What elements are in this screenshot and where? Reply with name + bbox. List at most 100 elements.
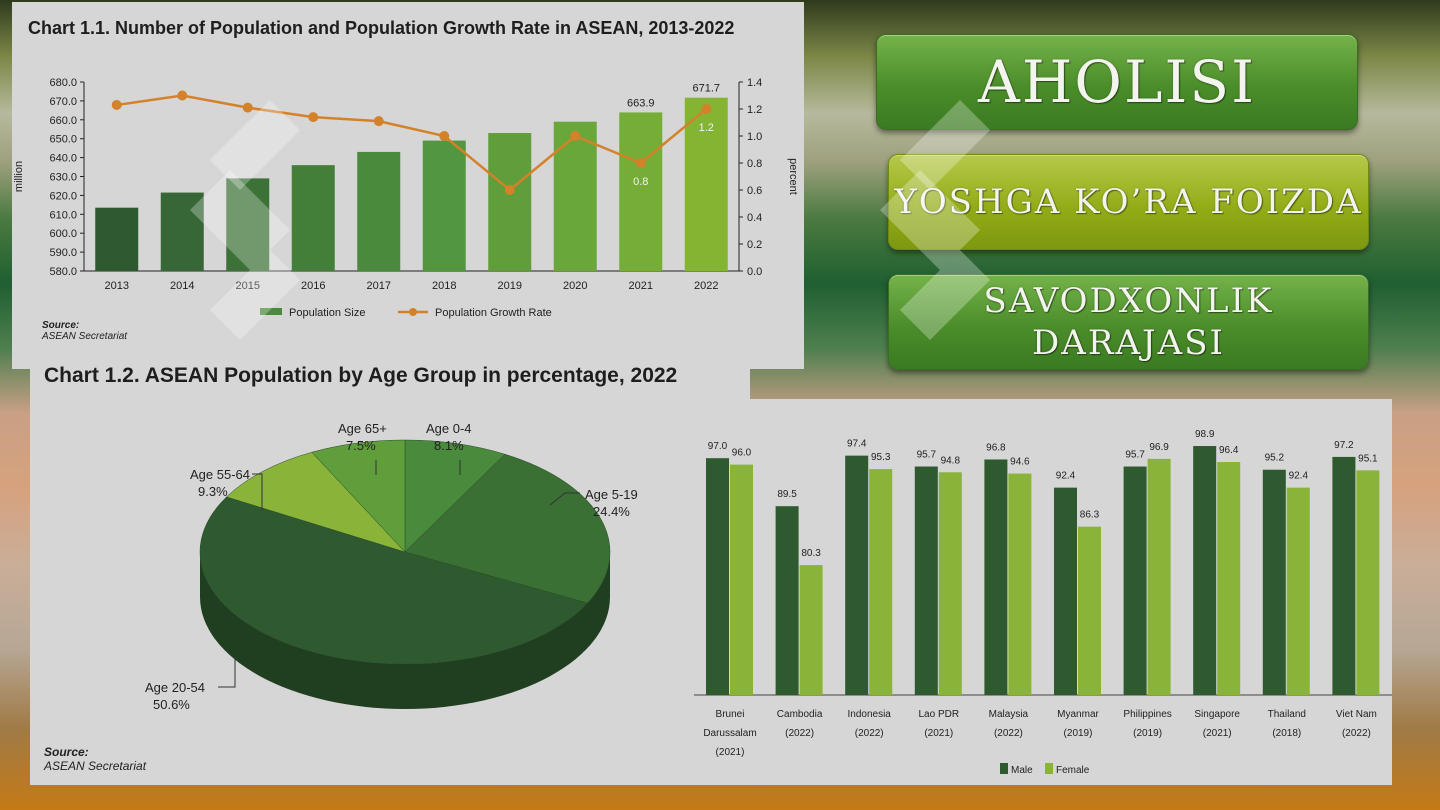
female-bar bbox=[1147, 458, 1171, 695]
population-bar bbox=[95, 207, 139, 271]
growth-rate-point bbox=[635, 158, 646, 168]
pie-leader-line bbox=[549, 492, 580, 506]
growth-rate-point bbox=[177, 90, 188, 101]
country-label: Philippines bbox=[1123, 709, 1171, 720]
x-tick-label: 2014 bbox=[170, 280, 194, 292]
growth-rate-point bbox=[570, 131, 581, 141]
pie-value-label: 24.4% bbox=[593, 504, 630, 519]
country-label: (2022) bbox=[1342, 728, 1371, 739]
savod-line1: SAVODXONLIK bbox=[983, 281, 1274, 321]
female-value-label: 96.4 bbox=[1219, 445, 1239, 456]
male-value-label: 97.0 bbox=[708, 441, 728, 452]
population-bar bbox=[619, 112, 663, 271]
literacy-bar-chart: 97.0 96.0 Brunei Darussalam (2021) 89.5 80.3 Ca… bbox=[694, 429, 1392, 776]
left-tick-label: 580.0 bbox=[49, 266, 77, 278]
right-tick-label: 0.4 bbox=[747, 212, 762, 224]
chart1-source-text: ASEAN Secretariat bbox=[42, 331, 128, 342]
growth-rate-point bbox=[242, 102, 253, 113]
right-tick-label: 0.6 bbox=[747, 185, 762, 197]
male-bar bbox=[1193, 446, 1217, 695]
country-label: Lao PDR bbox=[919, 709, 960, 720]
country-label: (2022) bbox=[994, 728, 1023, 739]
male-bar bbox=[1123, 466, 1147, 695]
male-value-label: 89.5 bbox=[777, 489, 797, 500]
legend-male-label: Male bbox=[1011, 765, 1033, 776]
legend-male-swatch bbox=[1000, 763, 1008, 774]
pie-slice bbox=[311, 439, 406, 553]
male-value-label: 92.4 bbox=[1056, 471, 1076, 482]
female-bar bbox=[869, 469, 893, 695]
chart2-source-label: Source: bbox=[44, 745, 89, 759]
legend-line-marker bbox=[409, 308, 417, 316]
pie-slice bbox=[199, 496, 588, 665]
pie-leader-line bbox=[218, 655, 236, 688]
male-bar bbox=[1262, 469, 1286, 695]
x-tick-label: 2021 bbox=[629, 280, 653, 292]
chart1-source-label: Source: bbox=[42, 320, 80, 331]
left-tick-label: 600.0 bbox=[49, 228, 77, 240]
x-tick-label: 2018 bbox=[432, 280, 456, 292]
savod-line2: DARAJASI bbox=[1032, 323, 1225, 363]
population-bar bbox=[160, 192, 204, 271]
country-label: (2019) bbox=[1064, 728, 1093, 739]
population-bar bbox=[553, 121, 597, 271]
chart1-title: Chart 1.1. Number of Population and Popu… bbox=[28, 18, 735, 38]
growth-rate-point bbox=[111, 99, 122, 110]
right-tick-label: 0.2 bbox=[747, 239, 762, 251]
female-bar bbox=[938, 472, 962, 695]
legend-female-label: Female bbox=[1056, 765, 1090, 776]
legend-line-label: Population Growth Rate bbox=[435, 307, 552, 319]
chart2-source-text: ASEAN Secretariat bbox=[44, 759, 147, 773]
aholisi-button[interactable]: AHOLISI bbox=[876, 34, 1358, 130]
female-value-label: 96.0 bbox=[732, 448, 752, 459]
population-bar bbox=[488, 133, 532, 271]
age-group-pie-chart: Age 0-4 8.1% Age 5-19 24.4% Age 20-54 50.6% Ag… bbox=[145, 421, 638, 712]
country-label: Myanmar bbox=[1057, 709, 1099, 720]
line-data-label: 0.8 bbox=[633, 176, 648, 188]
population-bar bbox=[291, 165, 335, 271]
population-bar bbox=[684, 97, 728, 271]
left-tick-label: 620.0 bbox=[49, 190, 77, 202]
literacy-chart-panel: 97.0 96.0 Brunei Darussalam (2021) 89.5 80.3 Ca… bbox=[694, 399, 1392, 785]
population-chart: 580.0 590.0 600.0 610.0 620.0 630.0 640.0 650.0… bbox=[13, 77, 799, 319]
female-value-label: 95.3 bbox=[871, 452, 891, 463]
chart1-source: Source: ASEAN Secretariat bbox=[42, 320, 127, 342]
bar-data-label: 671.7 bbox=[692, 83, 720, 95]
country-label: Malaysia bbox=[989, 709, 1029, 720]
savodxonlik-darajasi-button[interactable]: SAVODXONLIK DARAJASI bbox=[888, 274, 1369, 370]
yoshga-kora-foizda-button[interactable]: YOSHGA KO’RA FOIZDA bbox=[888, 154, 1369, 250]
left-tick-label: 670.0 bbox=[49, 96, 77, 108]
x-tick-label: 2016 bbox=[301, 280, 325, 292]
country-label: (2021) bbox=[924, 728, 953, 739]
female-value-label: 92.4 bbox=[1289, 471, 1309, 482]
legend-bar-label: Population Size bbox=[289, 307, 365, 319]
pie-slice bbox=[404, 453, 611, 604]
population-bar bbox=[357, 151, 401, 271]
pie-label: Age 55-64 bbox=[190, 467, 250, 482]
male-value-label: 98.9 bbox=[1195, 429, 1215, 440]
pie-slice bbox=[404, 439, 506, 553]
right-tick-label: 0.8 bbox=[747, 158, 762, 170]
male-value-label: 95.7 bbox=[1125, 450, 1145, 461]
pie-label: Age 20-54 bbox=[145, 680, 205, 695]
country-label: (2022) bbox=[855, 728, 884, 739]
growth-rate-point bbox=[308, 112, 319, 123]
legend-bar-swatch bbox=[260, 308, 282, 315]
female-bar bbox=[1217, 462, 1241, 695]
female-value-label: 95.1 bbox=[1358, 453, 1378, 464]
x-tick-label: 2013 bbox=[105, 280, 129, 292]
country-label: Darussalam bbox=[703, 728, 756, 739]
y-axis-right-label: percent bbox=[787, 158, 799, 195]
male-value-label: 96.8 bbox=[986, 442, 1006, 453]
x-tick-label: 2020 bbox=[563, 280, 587, 292]
country-label: (2022) bbox=[785, 728, 814, 739]
population-bar bbox=[226, 178, 270, 271]
chart2-title: Chart 1.2. ASEAN Population by Age Group… bbox=[44, 364, 682, 388]
country-label: Brunei bbox=[716, 709, 745, 720]
left-tick-label: 640.0 bbox=[49, 153, 77, 165]
male-value-label: 95.2 bbox=[1265, 453, 1285, 464]
female-value-label: 80.3 bbox=[801, 548, 821, 559]
country-label: (2021) bbox=[716, 747, 745, 758]
male-bar bbox=[914, 466, 938, 695]
female-bar bbox=[799, 565, 823, 695]
